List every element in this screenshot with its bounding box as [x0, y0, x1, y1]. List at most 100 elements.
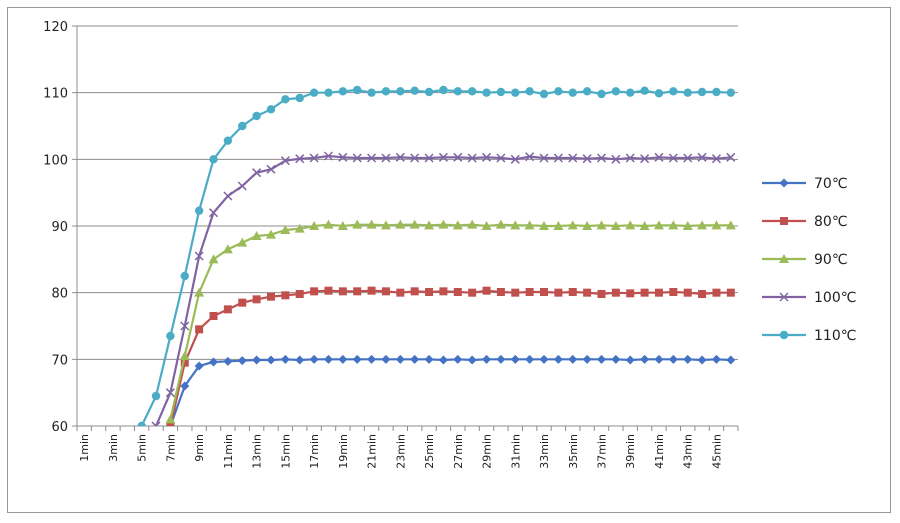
data-point: [711, 354, 721, 364]
data-point: [208, 254, 219, 264]
data-point: [654, 354, 664, 364]
data-point: [683, 288, 692, 297]
data-point: [438, 152, 448, 162]
data-point: [626, 88, 635, 97]
data-point: [424, 87, 434, 97]
data-point: [424, 153, 434, 163]
data-point: [366, 219, 377, 229]
x-tick-label: 23min: [394, 434, 407, 469]
data-point: [496, 153, 506, 163]
data-point: [697, 355, 707, 365]
data-point: [137, 421, 146, 426]
data-point: [209, 312, 218, 320]
data-point: [324, 286, 333, 295]
data-point: [539, 89, 549, 99]
data-point: [452, 220, 463, 230]
data-point: [510, 220, 521, 230]
data-point: [669, 288, 678, 296]
data-point: [410, 86, 419, 95]
data-point: [625, 220, 636, 230]
data-point: [567, 220, 578, 230]
data-point: [726, 288, 735, 297]
data-point: [194, 361, 204, 371]
data-point: [611, 87, 621, 96]
data-point: [640, 288, 649, 297]
data-point: [654, 89, 664, 98]
data-point: [222, 244, 233, 254]
data-point: [381, 354, 391, 364]
data-point: [511, 88, 520, 97]
y-tick-label: 120: [43, 20, 68, 35]
data-point: [553, 354, 563, 364]
x-tick-label: 41min: [653, 434, 666, 469]
data-point: [151, 421, 161, 426]
data-point: [711, 154, 721, 164]
data-point: [726, 152, 736, 162]
data-point: [309, 221, 320, 230]
data-point: [625, 355, 635, 365]
data-point: [194, 287, 205, 297]
series-1: [166, 286, 735, 426]
data-point: [180, 358, 189, 367]
data-point: [295, 355, 305, 365]
data-point: [223, 356, 233, 366]
data-point: [195, 325, 204, 334]
data-point: [381, 153, 391, 163]
data-point: [381, 287, 390, 296]
data-point: [553, 221, 564, 230]
data-point: [151, 391, 161, 401]
data-point: [353, 287, 362, 296]
data-point: [281, 95, 290, 104]
data-point: [324, 88, 333, 97]
data-point: [611, 288, 620, 297]
y-tick-label: 60: [51, 420, 68, 435]
data-point: [697, 152, 707, 162]
data-point: [611, 354, 621, 364]
x-tick-label: 43min: [682, 434, 695, 469]
data-point: [668, 354, 678, 364]
data-point: [697, 220, 708, 230]
data-point: [238, 298, 247, 307]
data-point: [582, 354, 592, 364]
axes: 60 70 80 90 100 110 120 1min 3min 5min 7min 9min 11m…: [43, 20, 739, 469]
data-point: [352, 153, 362, 163]
data-point: [626, 289, 635, 298]
x-tick-label: 11min: [222, 434, 235, 469]
data-point: [540, 288, 549, 296]
data-point: [653, 220, 664, 230]
data-point: [266, 105, 276, 114]
data-point: [309, 153, 319, 163]
x-tick-label: 27min: [452, 434, 465, 469]
series-line-1: [169, 289, 731, 426]
data-point: [166, 422, 175, 426]
data-point: [265, 229, 276, 239]
data-point: [467, 219, 478, 229]
data-point: [367, 88, 376, 97]
data-point: [496, 354, 506, 364]
data-point: [310, 287, 319, 296]
data-point: [252, 168, 262, 178]
data-point: [180, 271, 189, 281]
data-point: [453, 354, 463, 364]
data-point: [280, 156, 290, 166]
data-point: [539, 354, 549, 364]
data-point: [582, 87, 592, 96]
data-point: [179, 351, 190, 360]
data-point: [726, 355, 736, 365]
data-point: [654, 288, 663, 297]
data-point: [251, 231, 262, 240]
data-point: [640, 86, 649, 95]
data-point: [180, 321, 190, 331]
data-point: [352, 219, 363, 229]
data-point: [266, 164, 276, 174]
data-point: [495, 219, 506, 229]
data-point: [338, 354, 348, 364]
data-point: [625, 153, 635, 163]
data-point: [583, 288, 592, 297]
data-point: [481, 221, 492, 230]
data-point: [582, 221, 593, 230]
data-point: [424, 220, 435, 230]
data-point: [252, 355, 262, 365]
data-point: [453, 288, 462, 296]
